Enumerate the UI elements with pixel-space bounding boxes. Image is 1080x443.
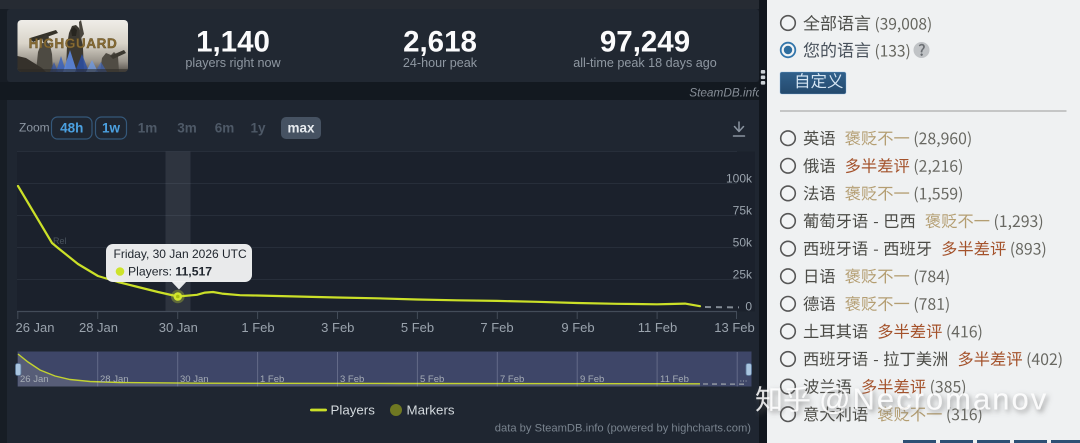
- svg-text:2,618: 2,618: [403, 26, 477, 59]
- svg-text:13 Feb: 13 Feb: [714, 320, 754, 335]
- svg-text:25k: 25k: [733, 268, 753, 282]
- svg-text:max: max: [287, 121, 315, 136]
- svg-text:...: ...: [740, 374, 748, 385]
- svg-text:5 Feb: 5 Feb: [401, 320, 434, 335]
- svg-text:all-time peak 18 days ago: all-time peak 18 days ago: [573, 56, 717, 70]
- svg-text:11 Feb: 11 Feb: [660, 374, 689, 385]
- svg-text:Rel: Rel: [53, 236, 67, 246]
- svg-text:5 Feb: 5 Feb: [420, 374, 444, 385]
- svg-text:26 Jan: 26 Jan: [15, 320, 54, 335]
- svg-text:Markers: Markers: [407, 403, 455, 418]
- svg-text:data by SteamDB.info (powered: data by SteamDB.info (powered by highcha…: [495, 423, 751, 435]
- svg-text:9 Feb: 9 Feb: [561, 320, 594, 335]
- svg-text:28 Jan: 28 Jan: [100, 374, 129, 385]
- svg-text:1,140: 1,140: [196, 26, 270, 59]
- svg-text:97,249: 97,249: [600, 26, 690, 59]
- svg-text:48h: 48h: [60, 121, 83, 136]
- svg-text:1y: 1y: [250, 121, 266, 136]
- svg-text:HIGHGUARD: HIGHGUARD: [29, 36, 118, 51]
- svg-text:26 Jan: 26 Jan: [20, 374, 49, 385]
- svg-text:Zoom: Zoom: [19, 121, 50, 135]
- svg-text:0: 0: [745, 300, 752, 314]
- svg-text:100k: 100k: [726, 172, 753, 186]
- svg-text:Players: Players: [331, 403, 376, 418]
- svg-text:3m: 3m: [177, 121, 197, 136]
- svg-text:11 Feb: 11 Feb: [638, 320, 678, 335]
- svg-text:1m: 1m: [138, 121, 158, 136]
- svg-text:3 Feb: 3 Feb: [340, 374, 364, 385]
- svg-text:1w: 1w: [102, 121, 121, 136]
- svg-text:24-hour peak: 24-hour peak: [403, 56, 478, 70]
- svg-text:3 Feb: 3 Feb: [321, 320, 354, 335]
- svg-text:50k: 50k: [733, 236, 753, 250]
- svg-text:Players: 11,517: Players: 11,517: [128, 265, 212, 279]
- svg-text:75k: 75k: [733, 204, 753, 218]
- svg-text:SteamDB.info: SteamDB.info: [689, 86, 762, 100]
- svg-text:1 Feb: 1 Feb: [260, 374, 284, 385]
- svg-text:Friday, 30 Jan 2026 UTC: Friday, 30 Jan 2026 UTC: [114, 247, 248, 261]
- svg-text:30 Jan: 30 Jan: [159, 320, 198, 335]
- svg-text:9 Feb: 9 Feb: [580, 374, 604, 385]
- svg-text:28 Jan: 28 Jan: [79, 320, 118, 335]
- svg-text:players right now: players right now: [185, 56, 281, 70]
- svg-text:1 Feb: 1 Feb: [241, 320, 274, 335]
- svg-text:@Necromanov: @Necromanov: [819, 382, 1048, 417]
- svg-text:6m: 6m: [215, 121, 235, 136]
- svg-text:HIGHGUARD: HIGHGUARD: [29, 36, 118, 51]
- svg-text:7 Feb: 7 Feb: [480, 320, 513, 335]
- svg-text:7 Feb: 7 Feb: [500, 374, 524, 385]
- svg-text:30 Jan: 30 Jan: [180, 374, 209, 385]
